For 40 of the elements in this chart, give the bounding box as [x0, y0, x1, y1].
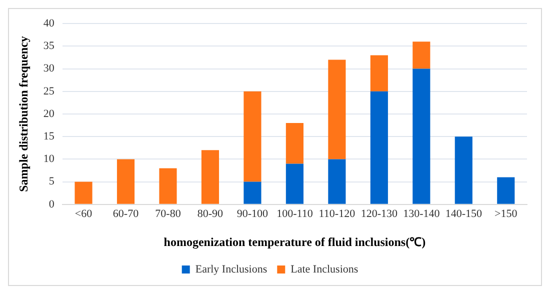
y-tick-label: 30	[43, 62, 55, 75]
legend-label: Late Inclusions	[290, 263, 358, 276]
bar	[244, 91, 262, 182]
bar	[286, 164, 304, 204]
y-tick-label: 10	[43, 153, 55, 166]
x-tick-label: 70-80	[155, 208, 182, 220]
y-tick-label: 35	[43, 40, 55, 52]
x-axis-title: homogenization temperature of fluid inclusions(℃)	[164, 234, 426, 249]
bar	[412, 68, 430, 204]
bar	[370, 91, 388, 204]
x-tick-label: 100-110	[276, 208, 314, 220]
y-tick-label: 25	[43, 85, 55, 98]
x-tick-label: 80-90	[197, 208, 224, 220]
bar	[412, 42, 430, 69]
bar	[116, 159, 135, 204]
x-tick-label: 130-140	[403, 208, 440, 220]
bar	[201, 150, 220, 204]
y-tick-label: 0	[48, 198, 55, 210]
bar	[244, 182, 262, 204]
bar	[328, 60, 346, 160]
y-axis-title: Sample distribution frequency	[16, 36, 30, 192]
bar	[159, 168, 177, 204]
legend-label: Early Inclusions	[195, 263, 268, 276]
y-tick-label: 15	[43, 130, 55, 142]
y-tick-label: 5	[48, 176, 55, 188]
bar	[74, 182, 92, 204]
x-tick-label: <60	[74, 208, 93, 220]
x-tick-label: 120-130	[360, 208, 398, 220]
x-tick-label: 60-70	[112, 208, 140, 220]
x-tick-label: 110-120	[318, 208, 356, 220]
bar	[497, 177, 515, 204]
x-tick-label: >150	[494, 208, 518, 220]
bar	[370, 55, 388, 92]
x-tick-label: 140-150	[445, 208, 482, 220]
x-tick-label: 90-100	[236, 208, 269, 220]
bar	[454, 136, 472, 204]
bar	[328, 159, 346, 204]
bar	[286, 123, 304, 164]
y-tick-label: 20	[43, 108, 55, 120]
y-tick-label: 40	[43, 17, 55, 30]
